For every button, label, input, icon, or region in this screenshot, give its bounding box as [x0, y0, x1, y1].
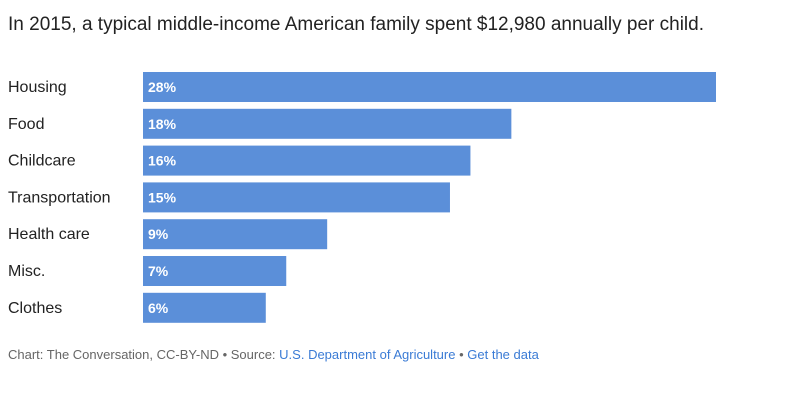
category-label: Transportation: [8, 189, 111, 206]
bar-value-label: 7%: [148, 263, 169, 279]
category-label: Childcare: [8, 153, 76, 170]
bar-value-label: 18%: [148, 116, 177, 132]
category-label: Health care: [8, 226, 90, 243]
category-label: Misc.: [8, 263, 45, 280]
chart-title: In 2015, a typical middle-income America…: [8, 14, 704, 35]
bar: [143, 292, 266, 323]
category-label: Housing: [8, 79, 67, 96]
category-label: Clothes: [8, 300, 62, 317]
footer-credit: Chart: The Conversation, CC-BY-ND • Sour…: [8, 347, 280, 362]
bar-value-label: 16%: [148, 153, 177, 169]
bar-value-label: 15%: [148, 189, 177, 205]
chart-footer: Chart: The Conversation, CC-BY-ND • Sour…: [8, 347, 539, 362]
bar: [143, 182, 450, 213]
source-link[interactable]: U.S. Department of Agriculture: [279, 347, 456, 362]
bar: [143, 219, 328, 250]
bar: [143, 72, 716, 102]
bar-value-label: 6%: [148, 300, 169, 316]
category-label: Food: [8, 116, 44, 133]
footer-separator: •: [455, 347, 468, 362]
bar: [143, 256, 287, 286]
bar-value-label: 28%: [148, 79, 177, 95]
bar-chart: Housing 28% Food 18% Childcare 16% Transportat…: [8, 72, 716, 323]
get-data-link[interactable]: Get the data: [467, 347, 539, 362]
bar: [143, 108, 512, 139]
bar: [143, 145, 471, 176]
bar-value-label: 9%: [148, 226, 169, 242]
